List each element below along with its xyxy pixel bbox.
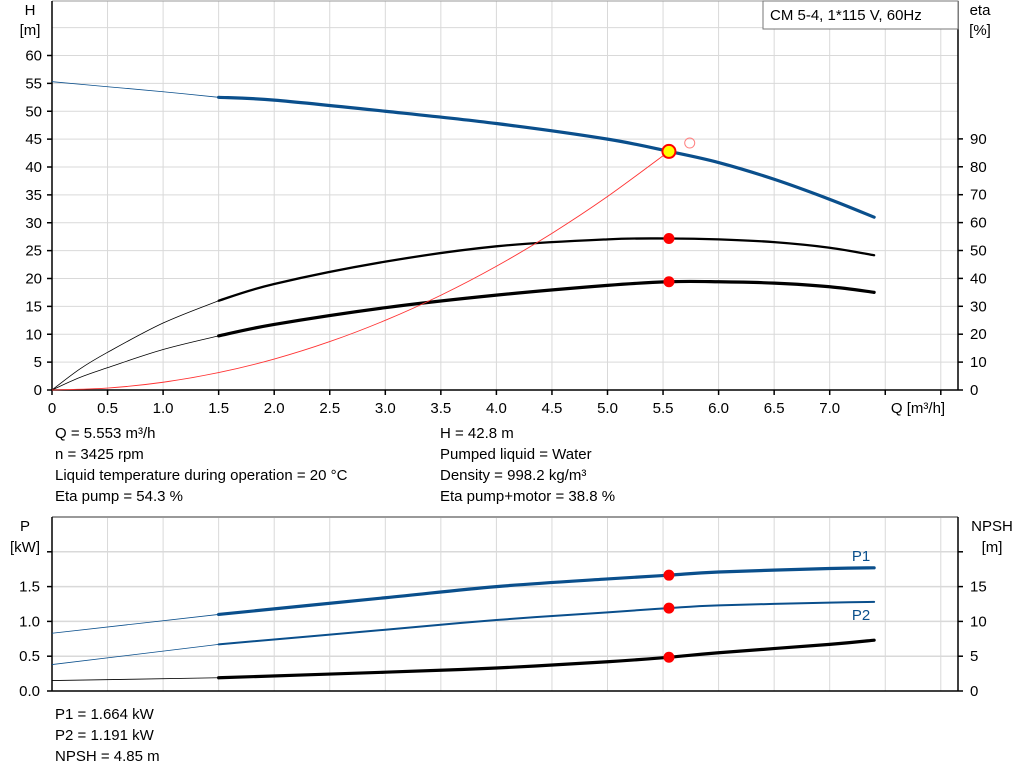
q-axis-tick-label: 6.5	[764, 400, 785, 417]
eta-axis-tick-label: 10	[970, 354, 987, 371]
system-curve-curve-extrapolated	[51, 151, 670, 391]
P1-curve	[217, 566, 876, 617]
h-axis-tick-label: 15	[25, 298, 42, 315]
h-axis-tick-label: 5	[34, 354, 42, 371]
h-axis-tick-label: 45	[25, 131, 42, 148]
h-axis-tick-label: 10	[25, 326, 42, 343]
info-liquid: Pumped liquid = Water	[440, 446, 592, 463]
system-curve-end-marker	[684, 137, 696, 149]
h-axis-tick-label: 60	[25, 48, 42, 65]
legend-box-text: CM 5-4, 1*115 V, 60Hz	[770, 7, 922, 24]
q-axis-tick-label: 5.0	[597, 400, 618, 417]
q-axis-tick-label: 0	[48, 400, 56, 417]
P2-curve-extrapolated	[51, 643, 219, 665]
P1-curve-label: P1	[852, 548, 870, 565]
npsh-axis-tick-label: 0	[970, 683, 978, 700]
eta-pump-duty-point	[663, 233, 675, 245]
npsh-axis-tick-label: 10	[970, 613, 987, 630]
head-curve-extrapolated	[51, 81, 219, 98]
info-density: Density = 998.2 kg/m³	[440, 467, 587, 484]
q-axis-tick-label: 6.0	[708, 400, 729, 417]
info-eta-pump-motor: Eta pump+motor = 38.8 %	[440, 488, 616, 505]
duty-info-right: H = 42.8 m Pumped liquid = Water Density…	[440, 423, 615, 507]
eta-pump-motor-curve-extrapolated	[51, 335, 219, 391]
q-axis-tick-label: 1.0	[153, 400, 174, 417]
p-axis-unit: [kW]	[10, 539, 40, 556]
h-axis-tick-label: 20	[25, 271, 42, 288]
legend-box	[762, 0, 959, 30]
eta-axis-tick-label: 70	[970, 187, 987, 204]
top-plot-area	[52, 1, 958, 390]
P2-curve	[217, 600, 876, 646]
info-npsh: NPSH = 4.85 m	[55, 748, 160, 765]
info-flow: Q = 5.553 m³/h	[55, 425, 156, 442]
npsh-axis-unit: [m]	[982, 539, 1003, 556]
duty-info-left: Q = 5.553 m³/h n = 3425 rpm Liquid tempe…	[55, 423, 347, 507]
eta-axis-tick-label: 30	[970, 298, 987, 315]
eta-axis-unit: [%]	[969, 22, 991, 39]
info-speed: n = 3425 rpm	[55, 446, 144, 463]
info-p2: P2 = 1.191 kW	[55, 727, 154, 744]
npsh-axis-tick-label: 5	[970, 648, 978, 665]
eta-axis-tick-label: 0	[970, 382, 978, 399]
info-temperature: Liquid temperature during operation = 20…	[55, 467, 348, 484]
h-axis-tick-label: 30	[25, 215, 42, 232]
bottom-plot-area	[52, 517, 958, 691]
npsh-duty-point	[663, 651, 675, 663]
h-axis-tick-label: 25	[25, 243, 42, 260]
head-duty-point	[661, 143, 677, 159]
eta-axis-label: eta	[970, 2, 992, 19]
eta-pump-curve	[217, 237, 876, 302]
q-axis-tick-label: 5.5	[653, 400, 674, 417]
q-axis-tick-label: 0.5	[97, 400, 118, 417]
q-axis-tick-label: 3.5	[430, 400, 451, 417]
q-axis-tick-label: 2.5	[319, 400, 340, 417]
q-axis-tick-label: 1.5	[208, 400, 229, 417]
info-p1: P1 = 1.664 kW	[55, 706, 154, 723]
h-axis-tick-label: 35	[25, 187, 42, 204]
npsh-axis-label: NPSH	[971, 518, 1013, 535]
NPSH-curve-extrapolated	[51, 677, 219, 681]
h-axis-unit: [m]	[20, 22, 41, 39]
power-info: P1 = 1.664 kW P2 = 1.191 kW NPSH = 4.85 …	[55, 704, 160, 767]
q-axis-tick-label: 4.5	[542, 400, 563, 417]
eta-axis-tick-label: 60	[970, 215, 987, 232]
eta-axis-tick-label: 80	[970, 159, 987, 176]
q-axis-tick-label: 4.0	[486, 400, 507, 417]
npsh-axis-tick-label: 15	[970, 579, 987, 596]
P2-curve-label: P2	[852, 607, 870, 624]
p-axis-tick-label: 1.5	[19, 579, 40, 596]
q-axis-label: Q [m³/h]	[891, 400, 945, 417]
eta-axis-tick-label: 20	[970, 326, 987, 343]
p-axis-tick-label: 0.0	[19, 683, 40, 700]
h-axis-tick-label: 0	[34, 382, 42, 399]
q-axis-tick-label: 2.0	[264, 400, 285, 417]
head-curve	[217, 95, 876, 219]
p1-duty-point	[663, 569, 675, 581]
info-head: H = 42.8 m	[440, 425, 514, 442]
p-axis-label: P	[20, 518, 30, 535]
h-axis-tick-label: 40	[25, 159, 42, 176]
p-axis-tick-label: 1.0	[19, 613, 40, 630]
q-axis-tick-label: 3.0	[375, 400, 396, 417]
p2-duty-point	[663, 602, 675, 614]
P1-curve-extrapolated	[51, 614, 219, 634]
h-axis-label: H	[25, 2, 36, 19]
h-axis-tick-label: 55	[25, 75, 42, 92]
p-axis-tick-label: 0.5	[19, 648, 40, 665]
h-axis-tick-label: 50	[25, 103, 42, 120]
eta-pump-motor-curve	[217, 279, 876, 338]
eta-pump-motor-duty-point	[663, 276, 675, 288]
eta-pump-curve-extrapolated	[51, 300, 219, 391]
eta-axis-tick-label: 40	[970, 270, 987, 287]
eta-axis-tick-label: 90	[970, 131, 987, 148]
info-eta-pump: Eta pump = 54.3 %	[55, 488, 183, 505]
NPSH-curve	[217, 638, 876, 680]
q-axis-tick-label: 7.0	[819, 400, 840, 417]
eta-axis-tick-label: 50	[970, 243, 987, 260]
